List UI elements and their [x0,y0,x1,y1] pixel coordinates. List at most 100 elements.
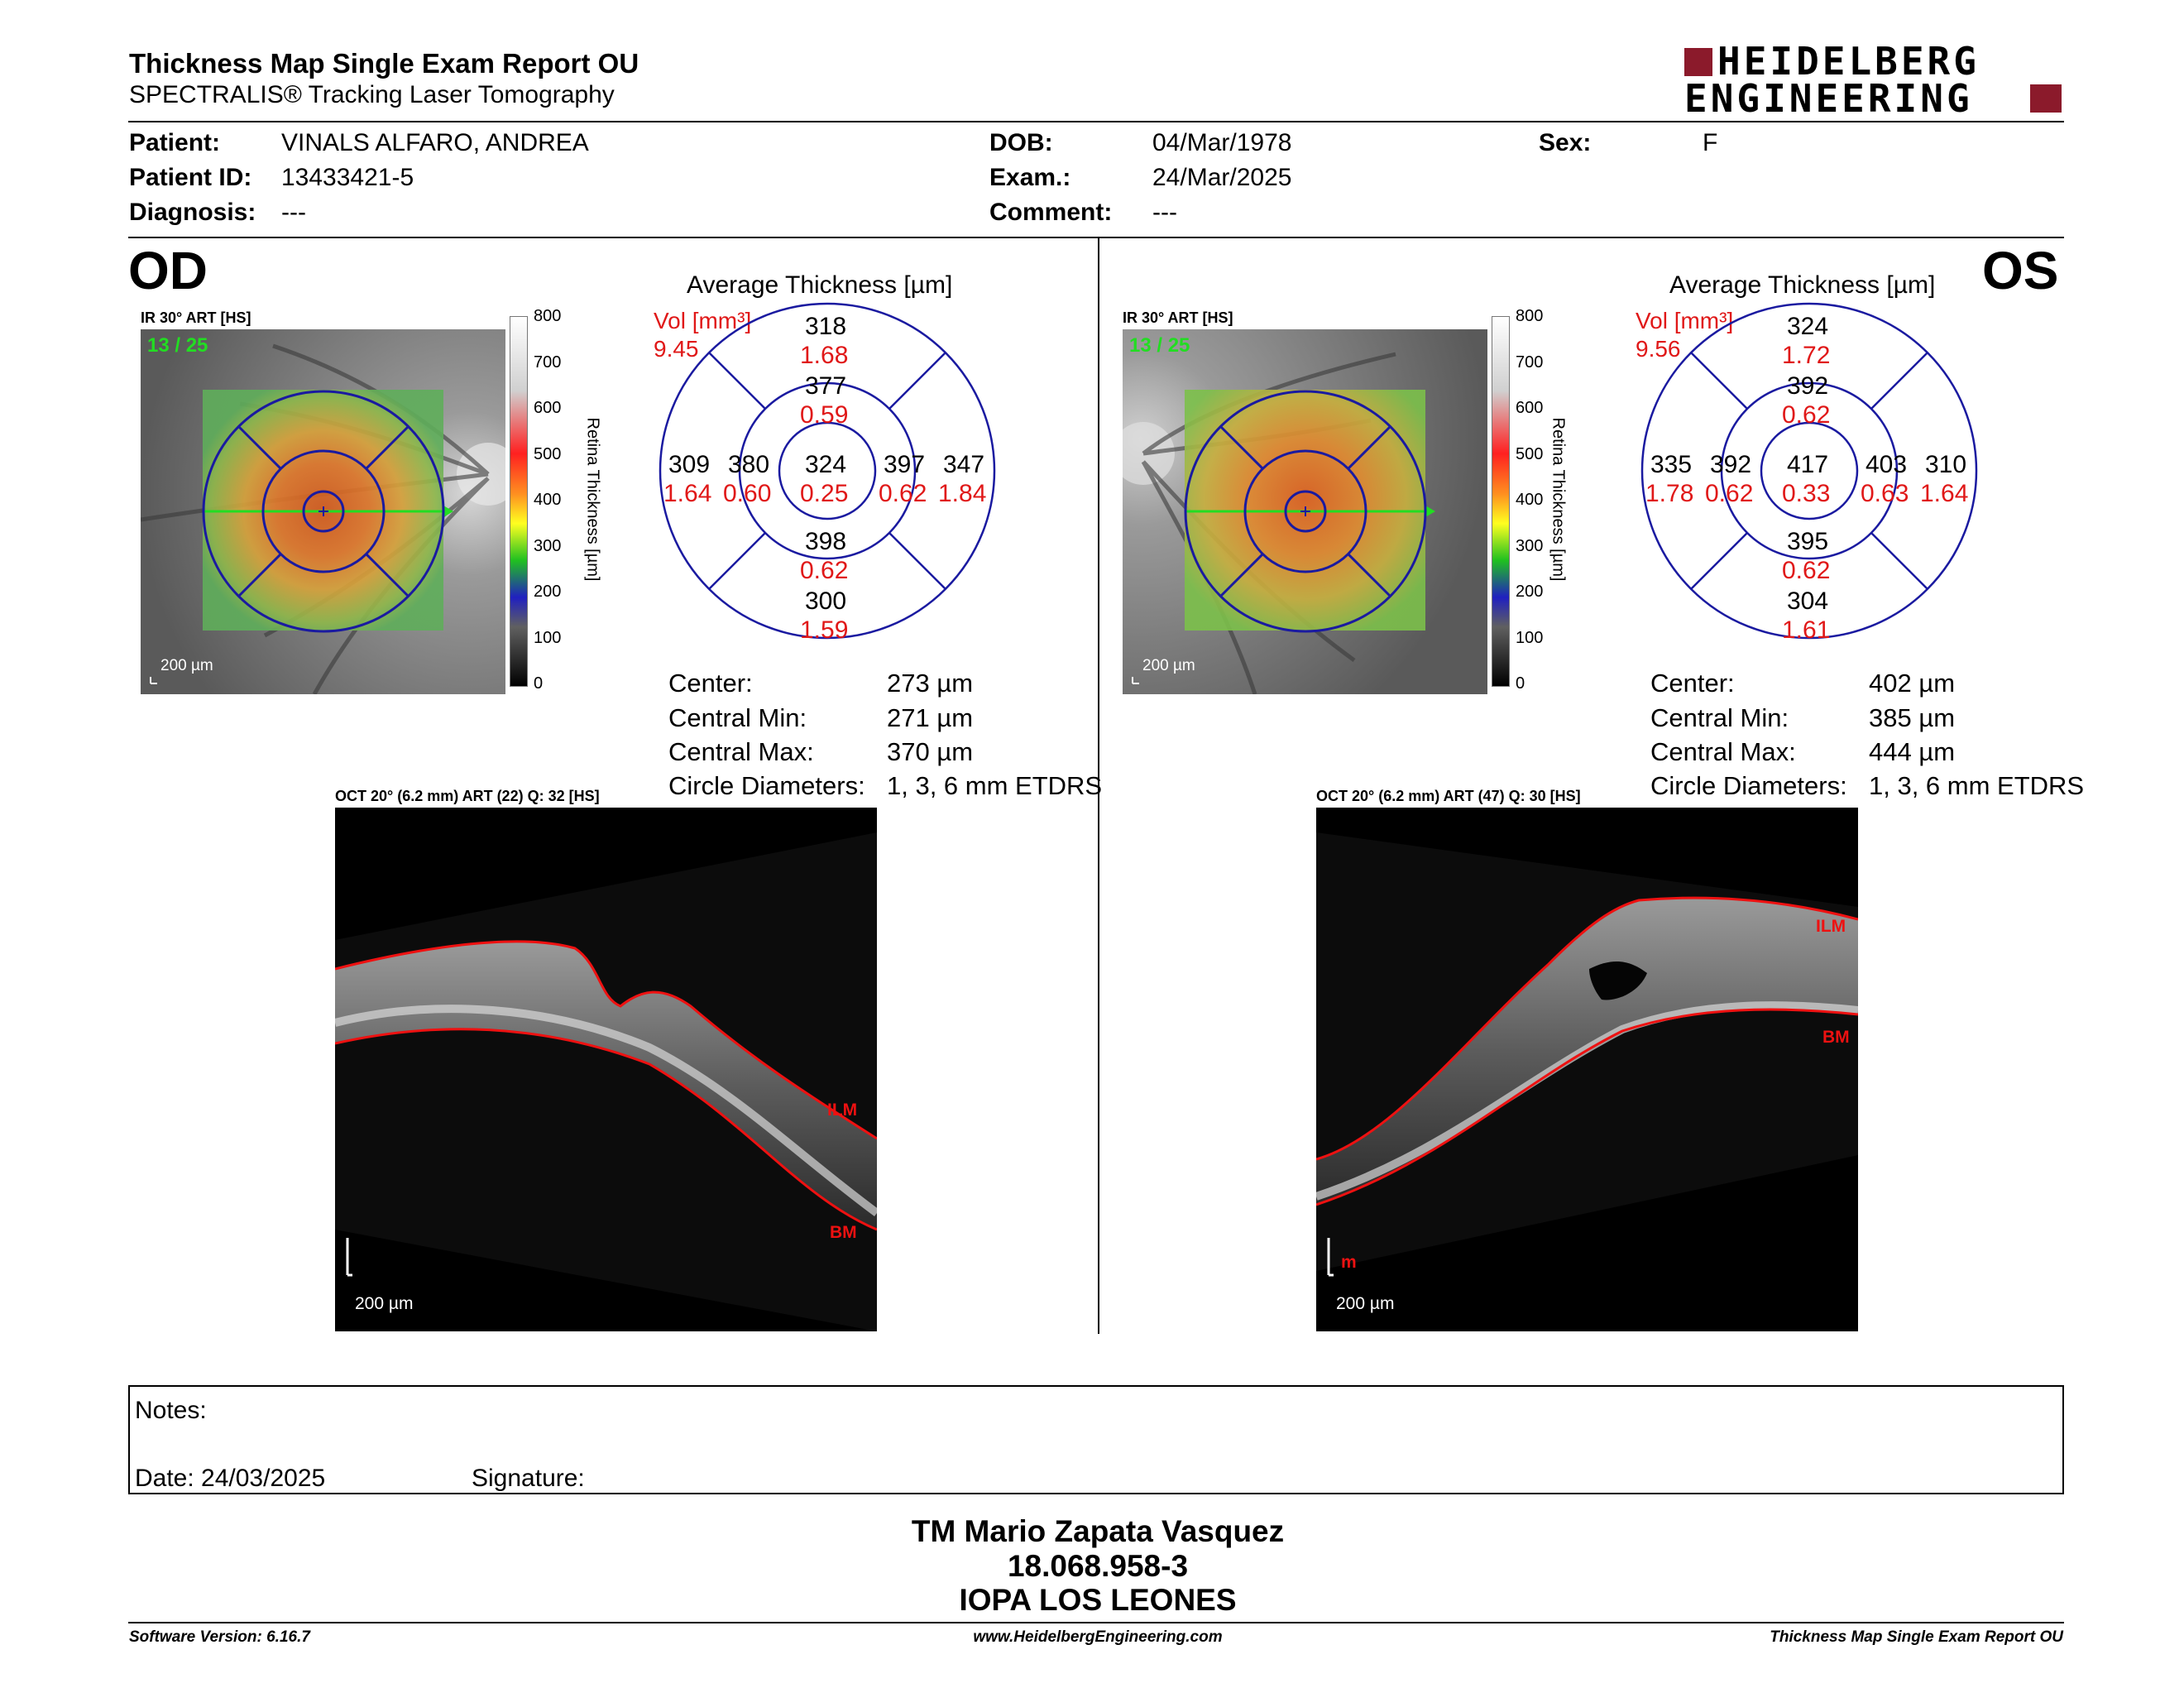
od-center-volume: 0.25 [800,480,849,507]
od-cb-tick: 200 [534,583,562,601]
os-inner-nas-volume: 0.62 [1705,480,1754,507]
od-outer-nas-volume: 1.64 [663,480,712,507]
od-cb-tick: 0 [534,674,544,693]
od-ir-fundus-image: 13 / 25 200 µm [141,329,505,694]
os-oct-scale: 200 µm [1336,1294,1395,1313]
patient-label: Patient: [129,129,221,156]
od-oct-scale: 200 µm [355,1294,414,1313]
od-inner-tmp-volume: 0.62 [879,480,927,507]
os-cb-tick: 400 [1516,491,1544,509]
dob-label: DOB: [989,129,1053,156]
od-stat-value: 1, 3, 6 mm ETDRS [887,771,1103,800]
od-outer-sup-volume: 1.68 [800,342,849,369]
od-vol-label: Vol [mm³] [654,308,752,333]
os-inner-sup-thickness: 392 [1787,372,1829,400]
logo-text-line2: ENGINEERING [1684,76,1973,121]
signer-org: IOPA LOS LEONES [959,1583,1237,1617]
od-outer-tmp-thickness: 347 [943,451,985,478]
od-cb-tick: 600 [534,399,562,417]
od-cb-tick: 700 [534,353,562,372]
od-inner-tmp-thickness: 397 [884,451,926,478]
sex-label: Sex: [1539,129,1592,156]
os-ilm-label: ILM [1816,917,1846,936]
os-colorbar-label: Retina Thickness [µm] [1549,417,1568,582]
signer-name: TM Mario Zapata Vasquez [911,1514,1285,1548]
os-outer-nas-volume: 1.78 [1645,480,1694,507]
footer-report-name: Thickness Map Single Exam Report OU [1770,1628,2063,1646]
os-inner-inf-thickness: 395 [1787,528,1829,555]
os-ir-label: IR 30° ART [HS] [1123,309,1233,326]
os-inner-inf-volume: 0.62 [1782,557,1831,584]
exam-value: 24/Mar/2025 [1152,164,1292,191]
os-bm-label: BM [1822,1028,1850,1047]
os-stat-value: 1, 3, 6 mm ETDRS [1869,771,2085,800]
od-inner-inf-volume: 0.62 [800,557,849,584]
od-inner-nas-volume: 0.60 [723,480,772,507]
os-cb-tick: 800 [1516,307,1544,325]
os-outer-sup-thickness: 324 [1787,313,1829,340]
od-inner-nas-thickness: 380 [728,451,770,478]
os-ir-fundus-image: 13 / 25 200 µm [1123,329,1487,694]
os-cb-tick: 0 [1516,674,1525,693]
od-inner-sup-thickness: 377 [805,372,847,400]
od-outer-inf-thickness: 300 [805,587,847,615]
os-stat-value: 385 µm [1869,703,1956,732]
diagnosis-label: Diagnosis: [129,199,256,226]
patient-id: 13433421-5 [281,164,414,191]
os-oct-label: OCT 20° (6.2 mm) ART (47) Q: 30 [HS] [1316,788,1581,804]
od-outer-tmp-volume: 1.84 [938,480,987,507]
exam-label: Exam.: [989,164,1071,191]
os-ir-scale: 200 µm [1142,657,1195,674]
footer-url[interactable]: www.HeidelbergEngineering.com [973,1628,1223,1646]
os-bm-partial-label: m [1341,1253,1357,1272]
report-title: Thickness Map Single Exam Report OU [129,48,639,79]
os-center-thickness: 417 [1787,451,1829,478]
os-stat-label: Circle Diameters: [1650,771,1847,800]
od-outer-inf-volume: 1.59 [800,616,849,644]
od-colorbar-label: Retina Thickness [µm] [583,417,602,582]
os-stat-label: Central Max: [1650,737,1796,766]
os-inner-tmp-volume: 0.63 [1861,480,1909,507]
od-etdrs-grid [659,302,996,640]
os-cb-tick: 600 [1516,399,1544,417]
comment-value: --- [1152,199,1177,226]
patient-name: VINALS ALFARO, ANDREA [281,129,589,156]
od-stat-value: 271 µm [887,703,974,732]
os-stat-value: 444 µm [1869,737,1956,766]
od-outer-sup-thickness: 318 [805,313,847,340]
os-inner-sup-volume: 0.62 [1782,401,1831,429]
os-outer-inf-thickness: 304 [1787,587,1829,615]
od-ir-scale: 200 µm [160,657,213,674]
notes-label: Notes: [135,1397,207,1424]
od-oct-bscan: ILM BM 200 µm [335,808,877,1331]
os-cb-tick: 300 [1516,537,1544,555]
heidelberg-logo: HEIDELBERG ENGINEERING [1684,39,2065,121]
os-avg-title: Average Thickness [µm] [1669,271,1936,299]
os-inner-nas-thickness: 392 [1710,451,1752,478]
dob-value: 04/Mar/1978 [1152,129,1292,156]
eye-separator [1098,238,1099,1334]
os-stat-label: Central Min: [1650,703,1789,732]
os-outer-sup-volume: 1.72 [1782,342,1831,369]
notes-date: Date: 24/03/2025 [135,1465,326,1492]
od-stat-value: 273 µm [887,669,974,698]
od-stat-label: Central Max: [668,737,814,766]
signature-label: Signature: [472,1465,585,1492]
os-cb-tick: 100 [1516,629,1544,647]
footer-software-version: Software Version: 6.16.7 [129,1628,310,1646]
os-stat-value: 402 µm [1869,669,1956,698]
sex-value: F [1703,129,1718,156]
logo-text-line1: HEIDELBERG [1717,39,1980,84]
os-vol-label: Vol [mm³] [1636,308,1734,333]
signer-rut: 18.068.958-3 [1007,1549,1189,1583]
os-stat-label: Center: [1650,669,1735,698]
od-center-thickness: 324 [805,451,847,478]
od-stat-label: Circle Diameters: [668,771,865,800]
od-ir-label: IR 30° ART [HS] [141,309,251,326]
os-cb-tick: 500 [1516,445,1544,463]
os-outer-tmp-thickness: 310 [1925,451,1967,478]
od-colorbar [505,316,572,687]
os-center-volume: 0.33 [1782,480,1831,507]
os-cb-tick: 700 [1516,353,1544,372]
os-inner-tmp-thickness: 403 [1866,451,1908,478]
